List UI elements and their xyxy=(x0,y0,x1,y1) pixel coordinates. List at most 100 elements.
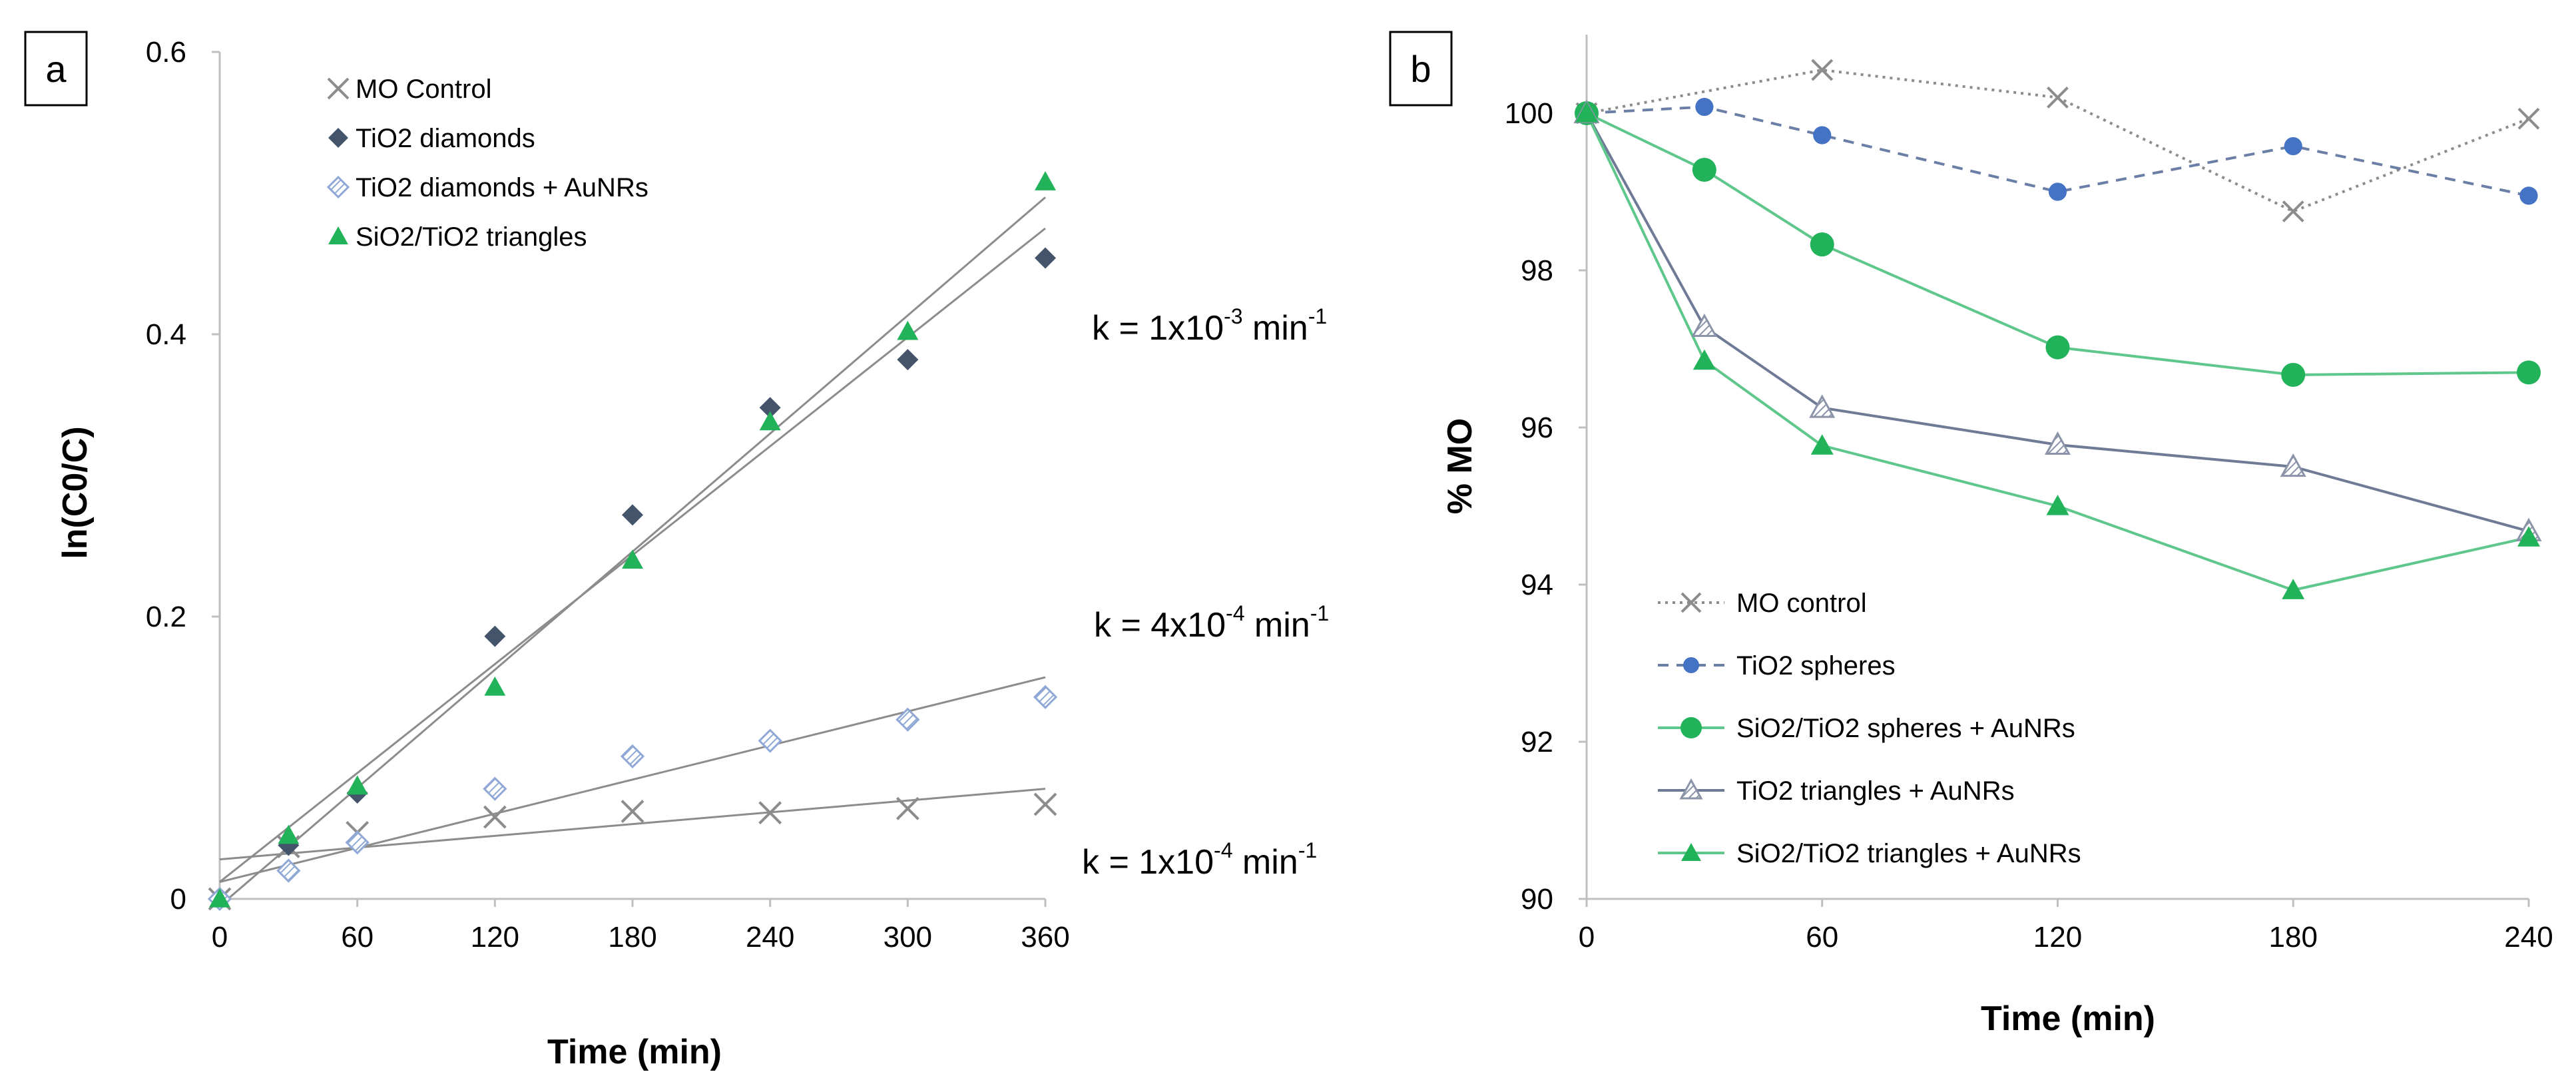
x-tick-label: 180 xyxy=(608,921,656,954)
series-line-tio2-spheres xyxy=(1586,105,2529,197)
panel-a-annotations: k = 1x10-3 min-1k = 4x10-4 min-1k = 1x10… xyxy=(1082,304,1329,882)
data-point xyxy=(1033,792,1057,816)
data-point xyxy=(758,728,782,753)
data-point-stroke-2 xyxy=(1811,59,1834,81)
data-point-stroke-2 xyxy=(483,805,507,829)
data-point xyxy=(483,776,507,801)
data-point xyxy=(1695,97,1714,117)
series-tio2-diamonds-aunrs xyxy=(207,684,1058,912)
x-tick-label: 240 xyxy=(746,921,794,954)
data-point xyxy=(209,888,230,908)
data-point-stroke-2 xyxy=(896,796,919,820)
panel-b-marks xyxy=(1573,59,2542,599)
series-sio2-tio2-triangles-aunrs xyxy=(1575,102,2540,599)
data-point xyxy=(1809,394,1836,418)
legend-label-mo-control: MO control xyxy=(1736,589,1867,618)
legend-marker-mo-control-stroke-2 xyxy=(327,77,350,100)
data-point xyxy=(896,796,919,820)
data-point xyxy=(2044,431,2071,455)
data-point xyxy=(1810,434,1834,455)
data-point xyxy=(2282,200,2304,222)
series-line-sio2-tio2-spheres-aunrs xyxy=(1586,112,2529,376)
x-tick-label: 60 xyxy=(341,921,374,954)
rate-constant-exponent: -4 xyxy=(1214,838,1232,862)
y-tick-label: 0.4 xyxy=(146,318,186,351)
x-tick-label: 360 xyxy=(1021,921,1069,954)
data-point xyxy=(897,320,919,340)
y-tick-label: 100 xyxy=(1505,97,1553,130)
x-tick-label: 240 xyxy=(2504,921,2553,954)
data-point xyxy=(2517,526,2540,547)
data-point-stroke-2 xyxy=(2047,86,2069,109)
rate-constant-unit-exponent: -1 xyxy=(1310,601,1329,625)
data-point xyxy=(1575,102,1598,123)
data-point-stroke-2 xyxy=(621,800,644,823)
y-tick-label: 96 xyxy=(1521,411,1553,444)
legend-marker-sio2-tio2-triangles-aunrs xyxy=(1681,843,1701,861)
legend-marker-mo-control xyxy=(327,77,350,100)
series-mo-control xyxy=(208,792,1057,911)
data-point-stroke-2 xyxy=(1033,792,1057,816)
panel-a-marks xyxy=(207,171,1058,912)
data-point xyxy=(896,707,920,732)
data-point xyxy=(2046,495,2069,515)
legend-marker-tio2-spheres xyxy=(1683,657,1699,673)
panel-b: b 0 60 120 180 240 90 92 94 96 98 100 MO control Ti… xyxy=(1389,31,2553,1038)
legend-label-tio2-diamonds-aunrs: TiO2 diamonds + AuNRs xyxy=(356,173,648,202)
panel-a-legend: MO Control TiO2 diamonds TiO2 diamonds + A… xyxy=(326,75,648,252)
panel-a: a 0 60 120 180 240 300 360 0 0.2 0.4 0.6 MO Contro… xyxy=(24,31,1329,1071)
data-point xyxy=(759,397,781,419)
legend-marker-sio2-tio2-spheres-aunrs xyxy=(1680,717,1702,738)
legend-label-tio2-diamonds: TiO2 diamonds xyxy=(356,124,535,153)
y-tick-label: 94 xyxy=(1521,569,1553,601)
data-point xyxy=(345,830,370,855)
data-point xyxy=(622,549,643,569)
x-tick-label: 0 xyxy=(212,921,228,954)
data-point xyxy=(2281,362,2306,387)
panel-b-label: b xyxy=(1410,48,1431,90)
panel-b-label-box xyxy=(1389,31,1453,107)
legend-marker-mo-control-stroke-2 xyxy=(1680,592,1702,613)
y-tick-label: 0.2 xyxy=(146,601,186,633)
rate-constant-base: k = 1x10 xyxy=(1092,309,1224,348)
legend-label-tio2-spheres: TiO2 spheres xyxy=(1736,651,1896,681)
legend-marker-sio2-tio2-triangles xyxy=(328,226,348,244)
x-tick-label: 180 xyxy=(2269,921,2318,954)
data-point xyxy=(622,504,643,526)
panel-a-label: a xyxy=(45,48,67,90)
legend-label-sio2-tio2-triangles-aunrs: SiO2/TiO2 triangles + AuNRs xyxy=(1736,839,2081,868)
series-tio2-spheres xyxy=(1577,97,2538,205)
x-tick-label: 300 xyxy=(884,921,932,954)
rate-constant-unit: min xyxy=(1244,606,1310,645)
series-sio2-tio2-triangles xyxy=(209,171,1056,908)
x-tick-label: 120 xyxy=(471,921,519,954)
data-point xyxy=(278,824,300,844)
data-point xyxy=(2284,136,2302,156)
legend-marker-tio2-triangles-aunrs xyxy=(1679,778,1703,800)
legend-marker-tio2-diamonds-aunrs xyxy=(326,175,350,199)
data-point xyxy=(2048,182,2067,201)
data-point-stroke-2 xyxy=(2517,107,2540,130)
series-sio2-tio2-spheres-aunrs xyxy=(1575,101,2541,387)
panel-b-y-axis-title: % MO xyxy=(1441,418,1479,514)
y-tick-label: 92 xyxy=(1521,726,1553,758)
x-tick-label: 60 xyxy=(1806,921,1838,954)
data-point xyxy=(276,858,301,883)
data-point xyxy=(621,800,644,823)
y-tick-label: 90 xyxy=(1521,883,1553,916)
rate-constant-annotation-1: k = 1x10-3 min-1 xyxy=(1092,304,1327,348)
data-point xyxy=(1811,59,1834,81)
data-point xyxy=(2282,579,2305,599)
data-point xyxy=(1692,349,1716,370)
y-tick-label: 0 xyxy=(170,883,186,916)
panel-a-y-axis-title: ln(C0/C) xyxy=(56,426,95,559)
legend-label-tio2-triangles-aunrs: TiO2 triangles + AuNRs xyxy=(1736,776,2015,806)
rate-constant-unit-exponent: -1 xyxy=(1308,304,1327,328)
data-point xyxy=(483,805,507,829)
legend-marker-mo-control xyxy=(1680,592,1702,613)
data-point xyxy=(1035,171,1056,190)
panel-b-legend: MO control TiO2 spheres SiO2/TiO2 spheres … xyxy=(1658,589,2081,868)
rate-constant-base: k = 4x10 xyxy=(1094,606,1226,645)
data-point-stroke-2 xyxy=(758,801,782,825)
rate-constant-annotation-3: k = 1x10-4 min-1 xyxy=(1082,838,1317,882)
